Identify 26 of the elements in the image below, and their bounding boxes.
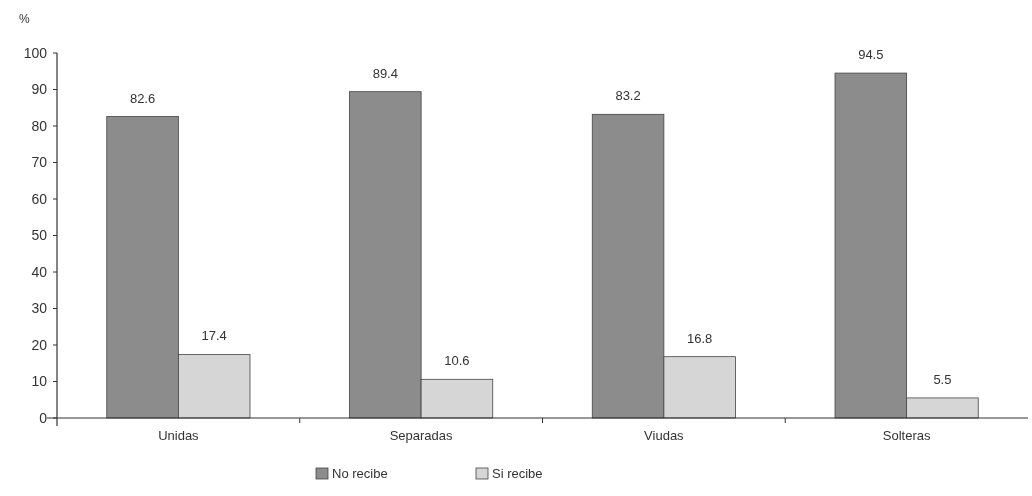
y-tick-label: 10 [31,373,48,390]
data-label: 94.5 [858,47,884,63]
y-tick-label: 40 [31,263,48,280]
data-label: 5.5 [933,371,952,387]
data-label: 82.6 [129,90,156,106]
y-tick-label: 70 [31,154,48,171]
legend-label: Si recibe [492,466,543,481]
y-tick-label: 100 [23,44,48,61]
y-axis-title: % [19,12,30,26]
x-tick-label: Separadas [389,428,454,443]
data-label: 89.4 [372,65,398,81]
y-tick-label: 0 [39,409,48,426]
x-tick-label: Viudas [644,428,685,443]
x-tick-label: Solteras [882,428,931,443]
data-label: 10.6 [444,353,470,369]
data-label: 83.2 [615,88,641,104]
y-tick-label: 60 [31,190,48,207]
y-tick-label: 50 [31,227,48,244]
y-tick-label: 90 [31,81,48,98]
y-tick-label: 30 [31,300,48,317]
y-tick-label: 20 [31,336,48,353]
y-tick-label: 80 [31,117,48,134]
data-label: 17.4 [201,328,227,344]
x-tick-label: Unidas [158,428,200,443]
legend-label: No recibe [332,466,388,481]
data-label: 16.8 [687,330,713,346]
